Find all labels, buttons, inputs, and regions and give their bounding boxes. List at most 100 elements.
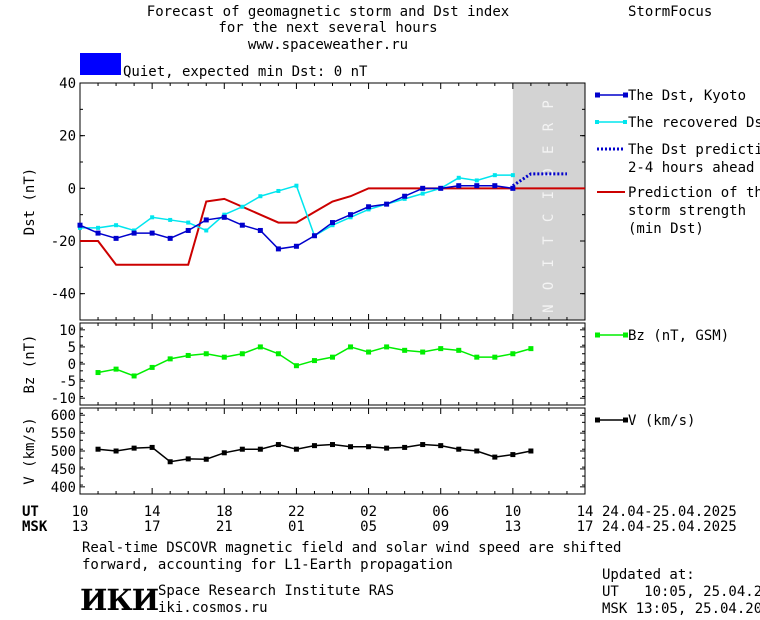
dst-kyoto-point <box>348 212 354 218</box>
y-tick-label: 500 <box>51 444 76 460</box>
msk-tick-label: 21 <box>216 519 233 535</box>
bz-point <box>348 344 354 350</box>
dst-kyoto-point <box>293 243 299 249</box>
dst-kyoto-point <box>131 230 137 236</box>
v-point <box>402 444 408 450</box>
footer-note-line-2: forward, accounting for L1-Earth propaga… <box>82 557 453 573</box>
dst-kyoto-point <box>149 230 155 236</box>
dst-kyoto-point <box>275 246 281 252</box>
dst-kyoto-point <box>384 201 390 207</box>
y-tick-label: 5 <box>68 340 76 356</box>
ut-tick-label: 10 <box>72 504 89 520</box>
legend-marker-v <box>595 417 628 423</box>
msk-tick-label: 05 <box>360 519 377 535</box>
chart-title-line-2: for the next several hours <box>218 20 438 36</box>
legend-point <box>595 92 600 98</box>
series-dst-kyoto <box>79 184 513 250</box>
dst-kyoto-point <box>113 235 119 241</box>
v-point <box>528 448 534 454</box>
recovered-dst-point <box>402 196 407 201</box>
legend-point <box>623 332 628 338</box>
recovered-dst-point <box>132 228 137 233</box>
bz-point <box>510 351 516 357</box>
legend-label: V (km/s) <box>628 413 695 429</box>
y-tick-label: -5 <box>59 374 76 390</box>
msk-tick-label: 09 <box>432 519 449 535</box>
recovered-dst-point <box>240 204 245 209</box>
bz-point <box>456 347 462 353</box>
dst-kyoto-point <box>492 183 498 189</box>
bz-point <box>221 354 227 360</box>
bz-point <box>257 344 263 350</box>
recovered-dst-point <box>78 225 82 230</box>
legend-label: The recovered Dst <box>628 115 760 131</box>
recovered-dst-point <box>150 215 155 220</box>
prediction-band-letter: P <box>541 100 557 108</box>
v-point <box>384 445 390 451</box>
recovered-dst-point <box>420 191 425 196</box>
dst-kyoto-point <box>366 204 372 210</box>
bz-point <box>402 347 408 353</box>
bz-point <box>95 370 101 376</box>
y-tick-label: 400 <box>51 480 76 496</box>
msk-tick-label: 01 <box>288 519 305 535</box>
prediction-band-letter: T <box>541 236 557 245</box>
dst-kyoto-point <box>239 222 245 228</box>
v-point <box>275 442 281 448</box>
recovered-dst-point <box>168 217 173 222</box>
updated-label: Updated at: <box>602 567 695 583</box>
legend-marker-rec <box>595 120 627 124</box>
y-tick-label: 600 <box>51 408 76 424</box>
prediction-band-letter: I <box>541 259 557 267</box>
v-point <box>474 448 480 454</box>
updated-msk: MSK 13:05, 25.04.2025 <box>602 601 760 617</box>
bz-point <box>474 354 480 360</box>
recovered-dst-point <box>204 228 209 233</box>
v-point <box>330 442 335 448</box>
legend-label: Prediction of the <box>628 185 760 201</box>
chart-title-line-3: www.spaceweather.ru <box>247 37 409 53</box>
bz-point <box>311 358 317 364</box>
legend-point <box>595 332 600 338</box>
status-text: Quiet, expected min Dst: 0 nT <box>123 64 368 80</box>
msk-tick-label: 13 <box>72 519 89 535</box>
y-tick-label: 0 <box>68 181 76 197</box>
y-tick-label: 10 <box>59 323 76 339</box>
prediction-band <box>512 83 585 320</box>
y-tick-label: -10 <box>51 391 76 407</box>
ut-axis-label: UT <box>22 504 39 520</box>
bz-point <box>293 363 299 369</box>
y-axis-label: V (km/s) <box>22 417 38 484</box>
v-point <box>438 443 444 449</box>
recovered-dst-point <box>258 194 263 199</box>
recovered-dst-point <box>186 220 191 225</box>
iki-logo: ИКИ <box>80 583 159 617</box>
v-point <box>420 442 426 448</box>
v-point <box>311 443 317 449</box>
prediction-band-letter: R <box>541 122 557 131</box>
bz-point <box>239 351 245 357</box>
dst-kyoto-point <box>311 233 317 239</box>
v-point <box>149 444 155 450</box>
v-point <box>185 456 191 462</box>
legend-point <box>623 120 627 124</box>
recovered-dst-point <box>474 178 479 183</box>
dst-kyoto-point <box>203 217 209 223</box>
dst-kyoto-point <box>95 230 101 236</box>
bz-point <box>366 349 372 355</box>
prediction-band-letter: N <box>541 304 557 312</box>
recovered-dst-point <box>492 173 497 178</box>
ut-date-range: 24.04-25.04.2025 <box>602 504 737 520</box>
ut-tick-label: 14 <box>144 504 161 520</box>
v-point <box>456 446 462 452</box>
dst-kyoto-point <box>257 227 263 233</box>
legend-label: Bz (nT, GSM) <box>628 328 729 344</box>
ut-tick-label: 18 <box>216 504 233 520</box>
legend-marker-bz <box>595 332 628 338</box>
v-point <box>239 446 245 452</box>
panel-frame-1 <box>79 322 586 406</box>
prediction-band-letter: C <box>541 214 557 222</box>
recovered-dst-point <box>276 188 281 193</box>
dst-kyoto-point <box>438 185 444 191</box>
bz-point <box>528 346 534 352</box>
